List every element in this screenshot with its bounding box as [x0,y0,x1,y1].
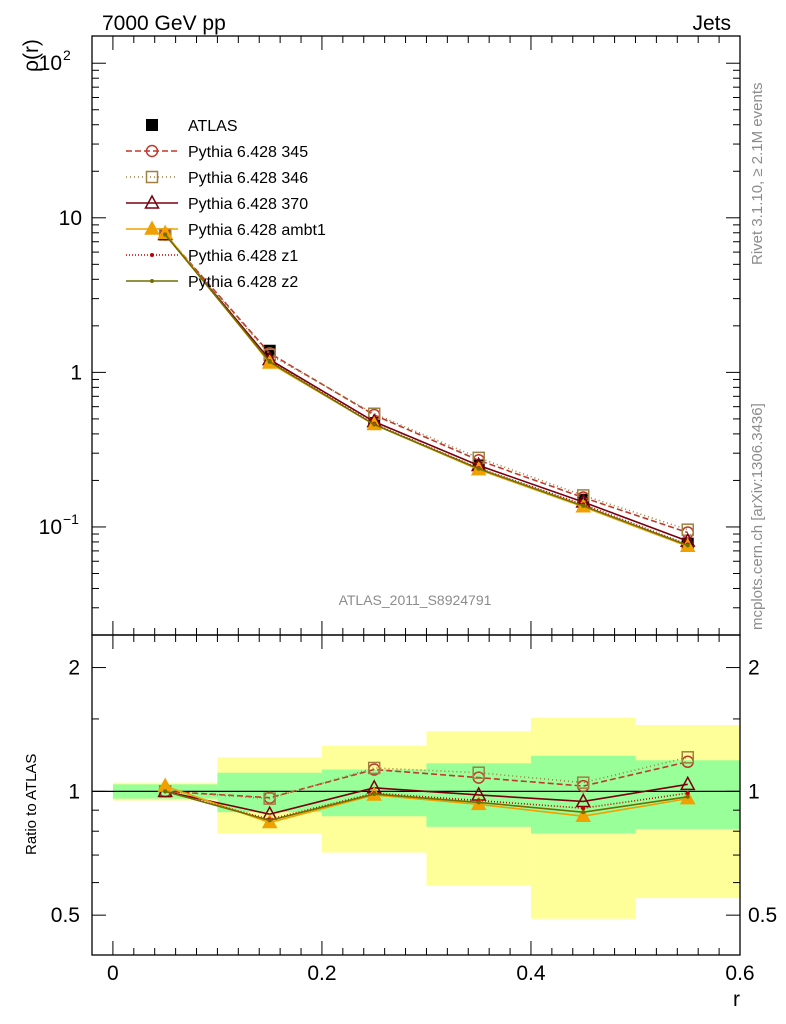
frames [91,35,741,956]
legend-marker [144,220,160,235]
legend-entry: Pythia 6.428 345 [126,144,308,161]
series-layer [157,224,696,829]
legend-entry: Pythia 6.428 ambt1 [126,220,326,239]
main-data-point [581,503,586,508]
legend-entry: Pythia 6.428 z2 [126,274,298,291]
ratio-data-point [679,775,696,791]
legend-marker [145,144,159,158]
legend-marker [146,119,158,131]
side-text-lower: mcplots.cern.ch [arXiv:1306.3436] [749,403,766,630]
ratio-data-point [581,806,586,811]
ratio-series-line [165,761,688,799]
ratio-data-point [576,776,590,789]
legend-marker [144,194,160,209]
ratio-data-point [163,789,168,794]
main-series-line [164,233,688,534]
ratio-data-point [685,794,690,799]
main-data-point [163,232,168,237]
ratio-y-tick-label-right: 1 [748,780,760,803]
ratio-data-point [476,800,481,805]
legend-entry: Pythia 6.428 346 [126,170,308,187]
legend: ATLAS Pythia 6.428 345 Pythia 6.428 346 Pyt… [126,118,326,291]
x-tick-label: 0.4 [516,962,546,985]
ratio-y-tick-label: 2 [68,657,80,680]
side-text-upper: Rivet 3.1.10, ≥ 2.1M events [749,83,766,266]
main-series-line [164,233,689,547]
legend-label: ATLAS [188,118,238,135]
watermark: ATLAS_2011_S8924791 [339,592,492,608]
ratio-series-line [164,790,688,821]
legend-marker [150,279,154,283]
ratio-y-tick-label-right: 0.5 [748,904,777,927]
ratio-data-point [685,791,690,796]
ratio-plot-frame [91,634,741,956]
main-y-tick-label: 10 [39,516,62,539]
main-series-6 [163,232,690,548]
main-y-tick-exponent: −1 [63,511,79,527]
ratio-data-point [372,792,377,797]
x-tick-label: 0.2 [307,962,336,985]
legend-entry: Pythia 6.428 z1 [126,248,298,265]
legend-marker [150,253,154,257]
x-tick-label: 0 [107,962,119,985]
ratio-series-line [164,785,688,824]
ratio-series-line [164,783,688,816]
ratio-data-point [681,751,694,764]
ratio-series-5 [163,789,690,823]
ratio-bands [112,717,740,919]
legend-label: Pythia 6.428 370 [188,196,308,213]
main-data-point [372,422,377,427]
main-series-line [164,233,689,542]
legend-label: Pythia 6.428 z1 [188,248,298,265]
legend-label: Pythia 6.428 345 [188,144,308,161]
legend-label: Pythia 6.428 346 [188,170,308,187]
ratio-data-point [267,818,272,823]
main-series-line [164,233,688,531]
ratio-y-tick-label-right: 2 [748,657,760,680]
main-y-tick-exponent: 2 [63,47,71,63]
ratio-data-point [472,766,485,779]
legend-entry: ATLAS [146,118,238,135]
main-y-tick-label: 1 [70,361,82,384]
ratio-data-point [581,810,586,815]
ratio-data-point [263,792,276,805]
ratio-data-point [367,761,381,775]
main-data-point [157,224,173,239]
y-axis-label-ratio: Ratio to ATLAS [23,754,40,855]
legend-label: Pythia 6.428 ambt1 [188,222,326,239]
ratio-series-line [164,790,688,822]
main-y-tick-label: 10 [59,207,82,230]
main-y-tick-label: 10 [39,52,62,75]
ratio-data-point [575,807,591,822]
legend-entry: Pythia 6.428 370 [126,194,308,213]
ratio-y-tick-label: 1 [68,780,80,803]
y-axis-label-main: ρ(r) [20,39,43,72]
main-data-point [685,543,690,548]
ratio-y-tick-label: 0.5 [51,904,80,927]
legend-marker [145,170,159,184]
legend-label: Pythia 6.428 z2 [188,274,298,291]
header-right: Jets [692,12,731,35]
header-left: 7000 GeV pp [102,12,226,35]
x-tick-label: 0.6 [725,962,754,985]
x-axis-label: r [733,988,740,1011]
main-data-point [476,466,481,471]
main-data-point [267,359,272,364]
